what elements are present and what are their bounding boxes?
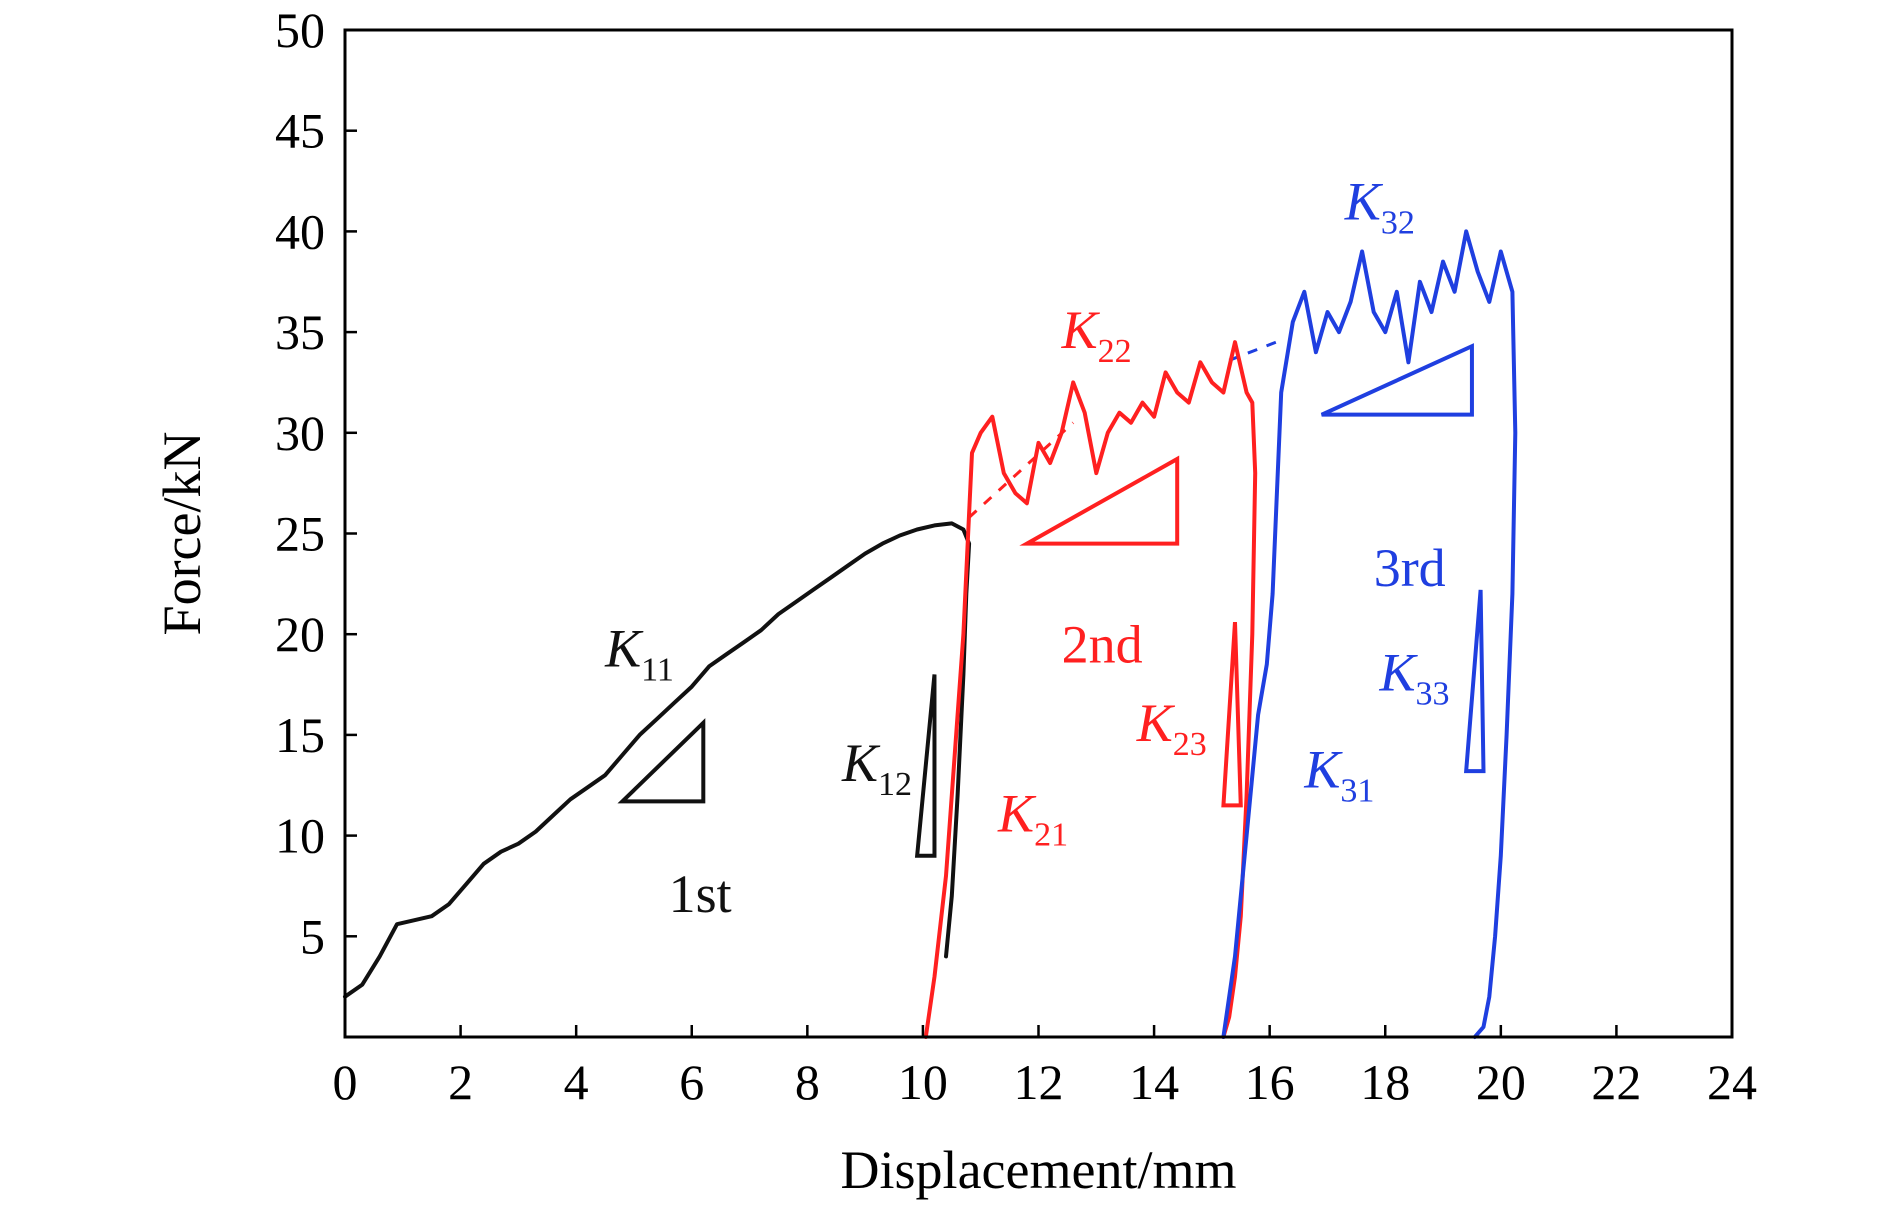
slope-triangle-k22 — [1019, 455, 1180, 546]
y-tick-label: 45 — [275, 103, 325, 159]
annotation-2nd: 2nd — [1062, 614, 1143, 674]
y-tick-label: 20 — [275, 606, 325, 662]
x-tick-label: 22 — [1591, 1054, 1641, 1110]
series-line-3 — [1221, 229, 1518, 1039]
y-tick-label: 15 — [275, 707, 325, 763]
annotation-k31: K31 — [1303, 739, 1374, 809]
annotation-k23: K23 — [1136, 693, 1207, 763]
series-layer — [343, 229, 1518, 1039]
slope-triangle-k12 — [914, 674, 937, 858]
y-tick-label: 35 — [275, 304, 325, 360]
slope-triangle-k32 — [1320, 343, 1474, 417]
trend-dashed-2nd — [968, 421, 1075, 519]
x-tick-label: 16 — [1245, 1054, 1295, 1110]
slope-triangle-k23 — [1221, 621, 1243, 808]
x-tick-label: 8 — [795, 1054, 820, 1110]
x-axis-title: Displacement/mm — [841, 1140, 1237, 1200]
x-tick-label: 20 — [1476, 1054, 1526, 1110]
y-tick-label: 50 — [275, 2, 325, 58]
annotation-3rd: 3rd — [1374, 538, 1446, 598]
annotation-k12: K12 — [841, 733, 912, 803]
annotation-k32: K32 — [1344, 171, 1415, 241]
y-tick-label: 40 — [275, 203, 325, 259]
plot-frame — [343, 28, 1734, 1039]
annotation-k11: K11 — [604, 618, 674, 688]
slope-markers — [617, 338, 1486, 858]
x-tick-label: 0 — [333, 1054, 358, 1110]
series-line-2 — [923, 340, 1258, 1039]
x-tick-label: 18 — [1360, 1054, 1410, 1110]
slope-triangle-k33 — [1463, 589, 1486, 774]
y-tick-label: 5 — [300, 908, 325, 964]
x-tick-label: 6 — [679, 1054, 704, 1110]
x-tick-label: 10 — [898, 1054, 948, 1110]
y-tick-label: 30 — [275, 405, 325, 461]
annotation-k21: K21 — [997, 784, 1068, 854]
slope-triangle-k11 — [617, 718, 706, 804]
annotation-1st: 1st — [669, 864, 732, 924]
x-tick-label: 2 — [448, 1054, 473, 1110]
y-tick-label: 10 — [275, 808, 325, 864]
x-tick-label: 4 — [564, 1054, 589, 1110]
annotation-k33: K33 — [1378, 643, 1449, 713]
x-tick-label: 24 — [1707, 1054, 1757, 1110]
annotation-k22: K22 — [1061, 300, 1132, 370]
x-tick-label: 14 — [1129, 1054, 1179, 1110]
x-tick-label: 12 — [1014, 1054, 1064, 1110]
series-line-1 — [343, 521, 972, 999]
y-axis-title: Force/kN — [152, 432, 212, 636]
y-tick-label: 25 — [275, 506, 325, 562]
